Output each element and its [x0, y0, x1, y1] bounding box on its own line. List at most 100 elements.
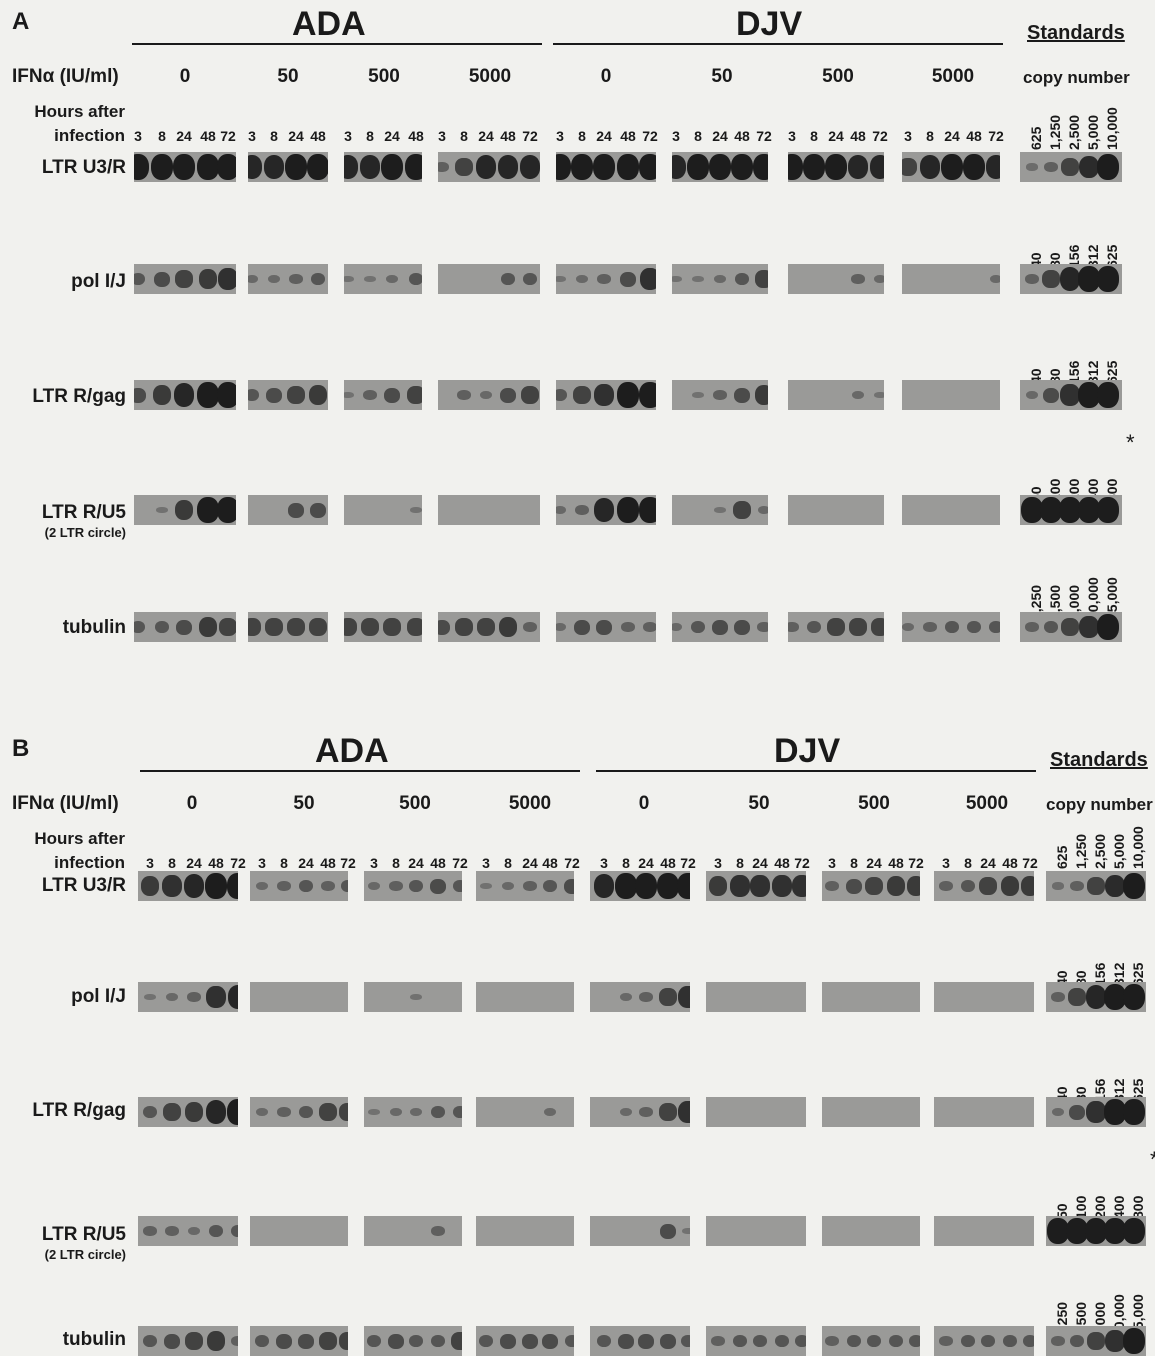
lane-hour-label: 3	[788, 128, 796, 144]
gel-band	[825, 154, 847, 180]
gel-band	[825, 1335, 839, 1347]
gel-strip	[822, 871, 920, 901]
gel-band	[672, 275, 682, 283]
standard-band	[1097, 266, 1119, 292]
gel-band	[757, 621, 768, 633]
gel-band	[574, 619, 590, 635]
gel-band	[846, 878, 862, 894]
gel-band	[134, 154, 149, 180]
gel-band	[457, 389, 471, 401]
gel-band	[617, 154, 639, 180]
standard-band	[1042, 270, 1060, 288]
gel-strip	[476, 1216, 574, 1246]
standard-copy-number: 2,500	[1066, 114, 1082, 150]
row-label: LTR U3/R	[41, 157, 126, 178]
gel-band	[151, 154, 173, 180]
gel-band	[227, 873, 238, 899]
lane-hour-label: 48	[310, 128, 326, 144]
gel-strip	[672, 612, 768, 642]
gel-band	[287, 618, 305, 636]
gel-band	[620, 271, 636, 287]
gel-strip	[706, 982, 806, 1012]
gel-band	[154, 620, 170, 634]
standards-gel-strip	[1046, 1326, 1146, 1356]
gel-band	[575, 504, 589, 516]
gel-strip	[590, 1216, 690, 1246]
gel-band	[265, 618, 283, 636]
gel-band	[217, 497, 236, 523]
gel-band	[734, 387, 750, 403]
gel-band	[523, 621, 537, 633]
gel-band	[321, 880, 335, 892]
standard-band	[1043, 387, 1059, 403]
standard-copy-number: 10,000	[1130, 826, 1146, 869]
gel-band	[772, 875, 792, 897]
gel-band	[619, 1107, 633, 1117]
standard-copy-number: 1,250	[1073, 833, 1089, 869]
standard-copy-number: 80	[1047, 252, 1063, 268]
group-underline-djv	[553, 43, 1003, 45]
gel-strip	[788, 612, 884, 642]
gel-band	[960, 1334, 976, 1348]
gel-band	[960, 879, 976, 893]
gel-strip	[934, 871, 1034, 901]
standard-copy-number: 1,250	[1028, 584, 1044, 620]
dose-label: 0	[186, 793, 198, 814]
dose-label: 50	[293, 793, 315, 814]
gel-band	[455, 158, 473, 176]
gel-strip	[344, 495, 422, 525]
dose-label: 5000	[931, 66, 975, 87]
gel-band	[711, 1335, 725, 1347]
gel-band	[906, 876, 920, 896]
gel-band	[277, 1106, 291, 1118]
standard-band	[1123, 873, 1145, 899]
standard-copy-number: 5,000	[1085, 114, 1101, 150]
gel-strip	[248, 264, 328, 294]
panel-letter: A	[12, 8, 30, 35]
gel-strip	[788, 380, 884, 410]
gel-strip	[438, 380, 540, 410]
standard-band	[1040, 497, 1062, 523]
standards-gel-strip	[1046, 1216, 1146, 1246]
gel-band	[288, 502, 304, 518]
gel-band	[248, 274, 259, 284]
lane-hour-label: 24	[176, 128, 192, 144]
gel-band	[227, 1099, 238, 1125]
gel-band	[384, 387, 400, 403]
gel-band	[500, 387, 516, 403]
gel-band	[944, 620, 960, 634]
lane-hour-label: 8	[926, 128, 934, 144]
gel-band	[556, 154, 571, 180]
gel-band	[757, 505, 768, 515]
standard-copy-number: 25,000	[1104, 577, 1120, 620]
gel-band	[319, 1103, 337, 1121]
gel-strip	[476, 1326, 574, 1356]
lane-hour-label: 48	[1002, 855, 1018, 871]
gel-strip	[706, 871, 806, 901]
gel-band	[452, 1105, 462, 1119]
gel-band	[479, 390, 493, 400]
gel-band	[231, 1335, 238, 1347]
lane-hour-label: 8	[270, 128, 278, 144]
lane-hour-label: 72	[1022, 855, 1038, 871]
gel-band	[156, 506, 168, 514]
lane-hour-label: 3	[714, 855, 722, 871]
gel-band	[163, 1103, 181, 1121]
lane-hour-label: 72	[756, 128, 772, 144]
lane-hour-label: 48	[200, 128, 216, 144]
lane-hour-label: 48	[542, 855, 558, 871]
gel-band	[556, 622, 567, 632]
gel-band	[248, 388, 260, 402]
standard-band	[1026, 163, 1038, 171]
lane-hour-label: 48	[320, 855, 336, 871]
gel-strip	[364, 982, 462, 1012]
gel-band	[919, 155, 941, 179]
standard-copy-number: 2,500	[1047, 584, 1063, 620]
gel-band	[635, 873, 657, 899]
gel-strip	[672, 152, 768, 182]
lane-hour-label: 72	[220, 128, 236, 144]
gel-band	[869, 155, 884, 179]
gel-band	[708, 876, 728, 896]
gel-band	[989, 274, 1000, 284]
dose-label: 50	[748, 793, 770, 814]
